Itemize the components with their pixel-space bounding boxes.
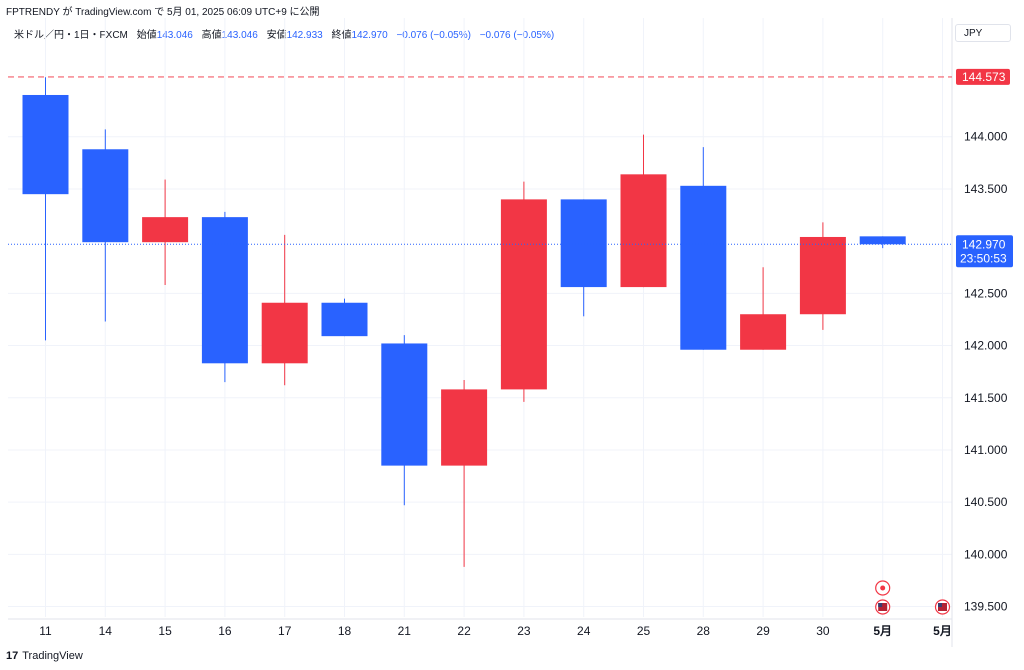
date-tick-label: 5月	[873, 624, 892, 638]
price-tick-label: 144.000	[964, 130, 1008, 144]
tradingview-brand[interactable]: 17 TradingView	[6, 650, 83, 662]
candle-body	[859, 236, 906, 245]
us-flag-icon-2-canton	[938, 603, 942, 607]
price-tick-label: 143.500	[964, 182, 1008, 196]
price-tick-label: 142.500	[964, 286, 1008, 300]
date-tick-label: 15	[158, 624, 172, 638]
candle-body	[82, 149, 129, 243]
date-tick-label: 25	[637, 624, 651, 638]
alert-price-tag	[956, 68, 1010, 85]
date-tick-label: 11	[39, 624, 52, 638]
candle-body	[560, 199, 607, 288]
date-tick-label: 29	[756, 624, 770, 638]
date-tick-label: 24	[577, 624, 591, 638]
low-label: 安値	[266, 30, 287, 41]
close-label: 終値	[331, 30, 352, 41]
candle-body	[22, 94, 69, 195]
high-value: 143.046	[221, 30, 258, 41]
candle-body	[620, 174, 667, 288]
tradingview-logo-icon: 17	[6, 650, 19, 662]
date-tick-label: 18	[338, 624, 352, 638]
date-tick-label: 5月	[933, 624, 952, 638]
open-value: 143.046	[156, 30, 193, 41]
candle-body	[799, 236, 846, 315]
date-tick-label: 22	[457, 624, 471, 638]
currency-button[interactable]: JPY	[955, 24, 1011, 42]
date-tick-label: 14	[99, 624, 113, 638]
us-flag-icon-2-stripes	[938, 603, 947, 611]
date-tick-label: 30	[816, 624, 830, 638]
publish-attribution: FPTRENDY が TradingView.com で 5月 01, 2025…	[6, 7, 320, 18]
close-value: 142.970	[351, 30, 388, 41]
date-tick-label: 28	[697, 624, 711, 638]
symbol-name[interactable]: 米ドル／円・1日・FXCM	[14, 30, 128, 41]
candle-body	[441, 389, 488, 466]
change-value-2: −0.076 (−0.05%)	[479, 30, 555, 41]
price-tick-label: 142.000	[964, 339, 1008, 353]
date-tick-label: 16	[218, 624, 232, 638]
alert-price-label: 144.573	[962, 70, 1006, 84]
candle-body	[321, 302, 368, 337]
open-label: 始値	[136, 30, 157, 41]
low-value: 142.933	[286, 30, 323, 41]
candle-body	[680, 185, 727, 350]
change-value: −0.076 (−0.05%)	[396, 30, 471, 41]
high-label: 高値	[201, 30, 222, 41]
date-tick-label: 23	[517, 624, 531, 638]
candle-body	[142, 217, 189, 243]
price-tick-label: 140.500	[964, 495, 1008, 509]
candle-body	[500, 199, 547, 390]
us-flag-icon-canton	[878, 603, 883, 607]
price-tick-label: 141.500	[964, 391, 1008, 405]
us-flag-icon-stripes	[878, 603, 888, 611]
candle-body	[261, 302, 308, 364]
countdown-label: 23:50:53	[960, 251, 1007, 265]
price-tick-label: 140.000	[964, 547, 1008, 561]
candle-body	[201, 217, 248, 364]
candle-body	[740, 314, 787, 350]
symbol-legend: 米ドル／円・1日・FXCM 始値143.046 高値143.046 安値142.…	[14, 26, 554, 41]
brand-name: TradingView	[22, 650, 83, 662]
date-tick-label: 17	[278, 624, 292, 638]
event-marker-dot	[880, 585, 886, 591]
last-price-tag	[956, 235, 1013, 268]
price-tick-label: 141.000	[964, 443, 1008, 457]
price-tick-label: 139.500	[964, 600, 1008, 614]
last-price-label: 142.970	[962, 237, 1006, 251]
date-tick-label: 21	[398, 624, 412, 638]
candle-body	[381, 343, 428, 466]
